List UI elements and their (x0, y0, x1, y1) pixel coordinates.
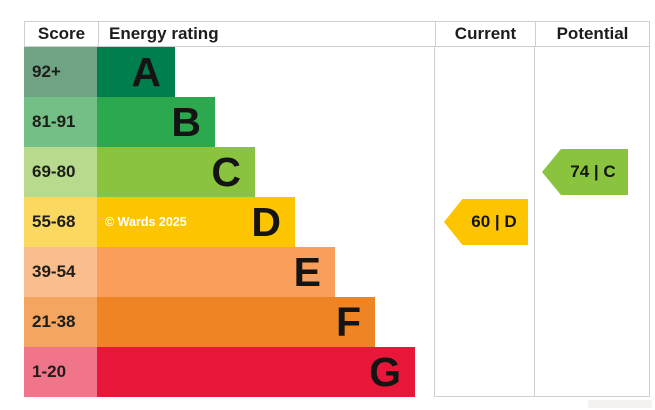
score-range-b: 81-91 (24, 97, 97, 147)
band-row-g: 1-20 G (24, 347, 415, 397)
current-rating-label: 60 | D (471, 212, 517, 231)
band-row-b: 81-91 B (24, 97, 415, 147)
epc-energy-rating-chart: Score Energy rating Current Potential 92… (24, 21, 650, 397)
band-letter-g: G (369, 348, 401, 395)
score-range-a: 92+ (24, 47, 97, 97)
band-rows: 92+ A 81-91 B 69-80 C 55-68 © Wards 2025… (24, 47, 415, 397)
band-bar-g: G (97, 347, 415, 397)
band-bar-c: C (97, 147, 255, 197)
band-letter-f: F (335, 298, 361, 345)
potential-rating-label: 74 | C (570, 162, 616, 181)
score-range-d: 55-68 (24, 197, 97, 247)
current-rating-arrow: 60 | D (444, 199, 528, 245)
header-current: Current (435, 22, 535, 46)
band-bar-e: E (97, 247, 335, 297)
potential-rating-arrow: 74 | C (542, 149, 628, 195)
band-bar-f: F (97, 297, 375, 347)
band-letter-e: E (293, 248, 321, 295)
band-letter-c: C (211, 148, 241, 195)
score-range-c: 69-80 (24, 147, 97, 197)
band-bar-a: A (97, 47, 175, 97)
band-row-a: 92+ A (24, 47, 415, 97)
header-potential: Potential (535, 22, 649, 46)
score-range-e: 39-54 (24, 247, 97, 297)
chart-header: Score Energy rating Current Potential (24, 21, 650, 47)
band-letter-d: D (251, 198, 281, 245)
band-row-e: 39-54 E (24, 247, 415, 297)
header-score: Score (37, 24, 86, 43)
band-letter-b: B (171, 98, 201, 145)
band-row-c: 69-80 C (24, 147, 415, 197)
faint-watermark (588, 400, 652, 408)
score-range-g: 1-20 (24, 347, 97, 397)
wards-watermark: © Wards 2025 (105, 215, 187, 229)
band-bar-d: © Wards 2025 D (97, 197, 295, 247)
band-letter-a: A (131, 48, 161, 95)
score-range-f: 21-38 (24, 297, 97, 347)
band-bar-b: B (97, 97, 215, 147)
band-row-f: 21-38 F (24, 297, 415, 347)
band-row-d: 55-68 © Wards 2025 D (24, 197, 415, 247)
header-energy-rating: Energy rating (98, 22, 435, 46)
potential-column (534, 47, 650, 397)
